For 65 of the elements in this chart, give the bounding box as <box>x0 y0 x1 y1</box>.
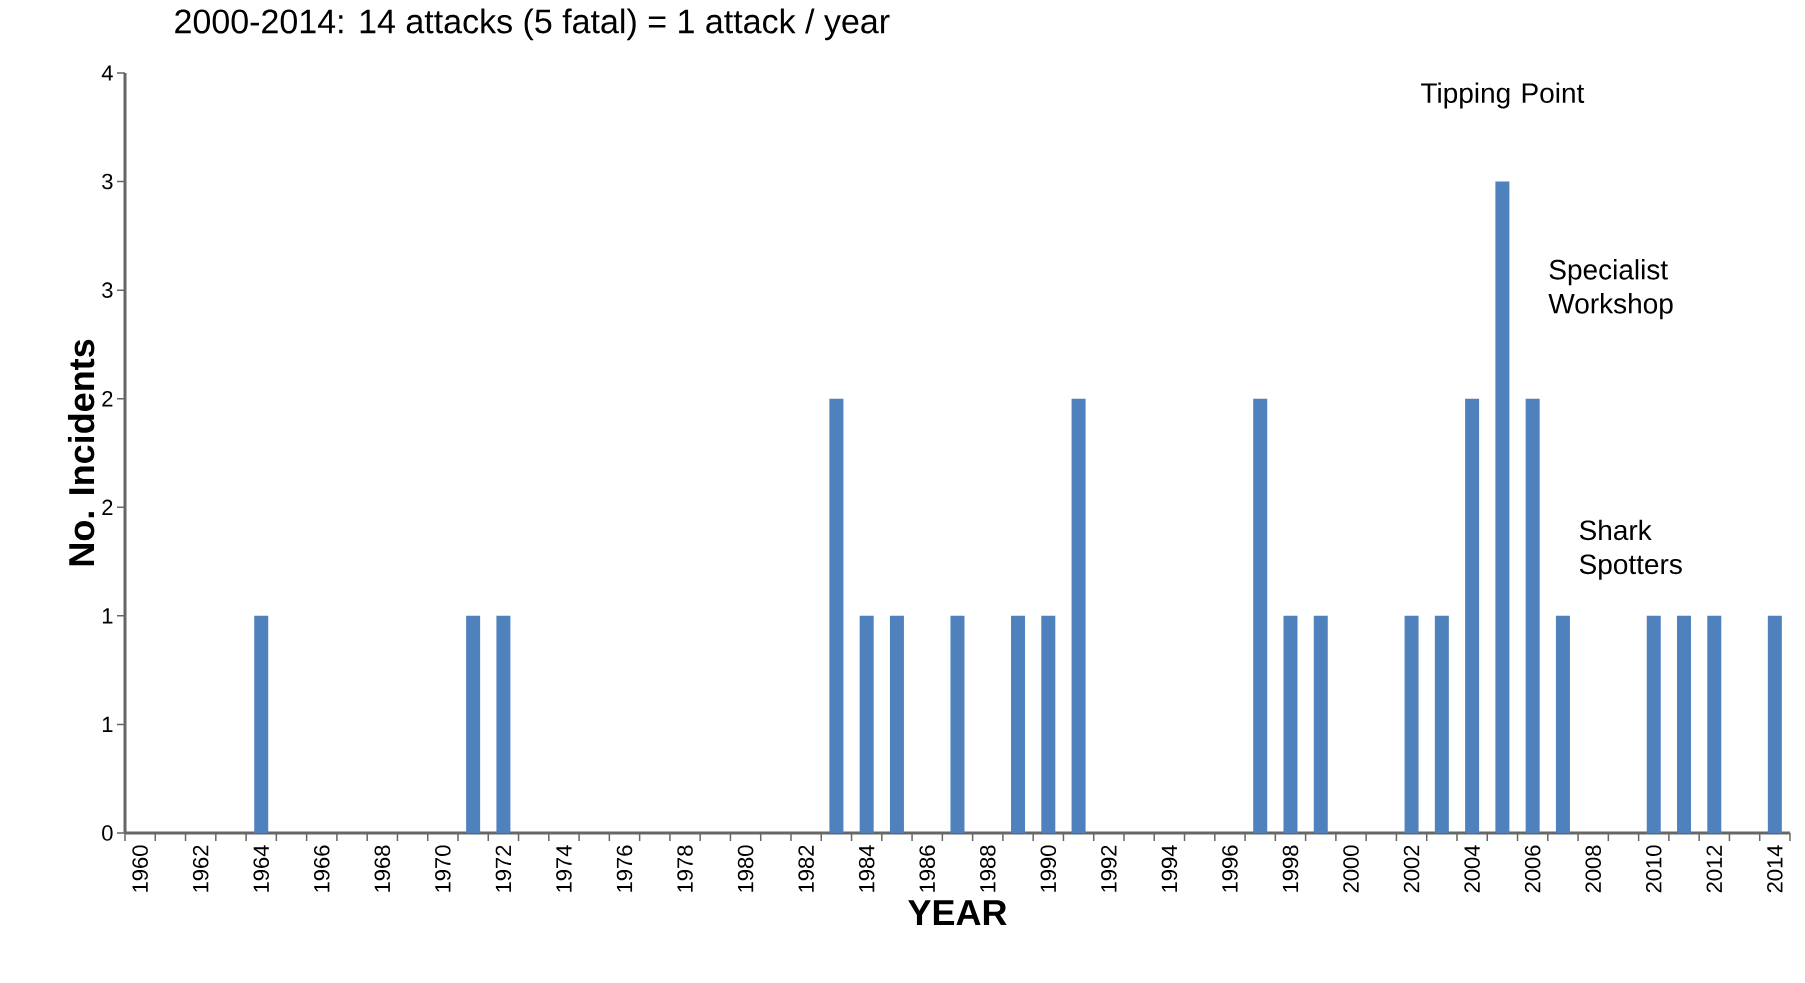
x-tick-label: 1968 <box>374 845 391 892</box>
x-tick-label: 2002 <box>1403 845 1420 893</box>
x-tick-label: 2006 <box>1524 845 1541 893</box>
x-tick-label: 1972 <box>495 845 512 892</box>
x-tick-label: 1998 <box>1282 845 1299 892</box>
y-tick-label: 4 <box>101 65 113 81</box>
x-tick-label: 1992 <box>1101 845 1117 892</box>
bar <box>1707 615 1722 833</box>
bar <box>1525 398 1540 833</box>
x-tick-label: 1970 <box>435 845 451 892</box>
x-tick-label: 2000 <box>1343 845 1359 893</box>
bar <box>466 615 481 833</box>
bar <box>829 398 844 833</box>
x-tick-label: 1964 <box>253 845 270 892</box>
bar <box>1283 615 1298 833</box>
bar <box>1434 615 1449 833</box>
x-tick-label: 1988 <box>979 845 996 892</box>
x-tick-label: 1986 <box>919 845 936 892</box>
x-tick-label: 1990 <box>1040 845 1057 892</box>
bar <box>1041 615 1056 833</box>
y-tick-label: 2 <box>102 499 113 515</box>
annotation: Specialist Workshop <box>1548 259 1673 320</box>
x-tick-label: 1966 <box>313 845 330 892</box>
x-axis-title: YEAR <box>908 900 1007 926</box>
bar <box>1646 615 1661 833</box>
bar <box>1495 181 1510 833</box>
x-tick-label: 2014 <box>1767 845 1783 893</box>
x-tick-label: 1962 <box>192 845 209 892</box>
bar <box>1404 615 1419 833</box>
bar <box>1071 398 1086 833</box>
x-tick-label: 1994 <box>1161 845 1178 892</box>
annotation: Shark Spotters <box>1579 519 1682 580</box>
x-tick-label: 1984 <box>858 845 875 892</box>
bar <box>889 615 904 833</box>
y-axis-title: No. Incidents <box>67 339 95 566</box>
x-tick-label: 1978 <box>677 845 693 892</box>
y-tick-label: 2 <box>102 391 113 407</box>
bar <box>496 615 511 833</box>
y-tick-label: 3 <box>102 173 113 190</box>
x-tick-label: 1980 <box>737 845 754 892</box>
y-tick-label: 1 <box>102 608 113 624</box>
x-tick-label: 1976 <box>616 845 633 892</box>
bar <box>1677 615 1692 833</box>
bar <box>1011 615 1026 833</box>
x-tick-label: 2004 <box>1464 845 1480 893</box>
bar <box>254 615 269 833</box>
bar <box>1555 615 1570 833</box>
x-tick-label: 1960 <box>132 845 148 892</box>
bar <box>1253 398 1268 833</box>
bar <box>859 615 874 833</box>
y-tick-label: 1 <box>102 716 113 732</box>
bar <box>950 615 965 833</box>
y-tick-label: 3 <box>102 282 113 298</box>
x-tick-label: 1982 <box>798 845 814 892</box>
bar <box>1767 615 1782 833</box>
x-tick-label: 1974 <box>556 845 572 892</box>
x-tick-label: 2008 <box>1585 845 1601 893</box>
x-tick-label: 2010 <box>1645 845 1662 893</box>
bar <box>1313 615 1328 833</box>
bar <box>1465 398 1480 833</box>
x-tick-label: 2012 <box>1706 845 1723 893</box>
annotation: Tipping Point <box>1421 82 1585 109</box>
chart-title: 2000-2014: 14 attacks (5 fatal) = 1 attack / year <box>175 8 890 41</box>
y-tick-label: 0 <box>102 825 113 841</box>
x-tick-label: 1996 <box>1222 845 1238 892</box>
